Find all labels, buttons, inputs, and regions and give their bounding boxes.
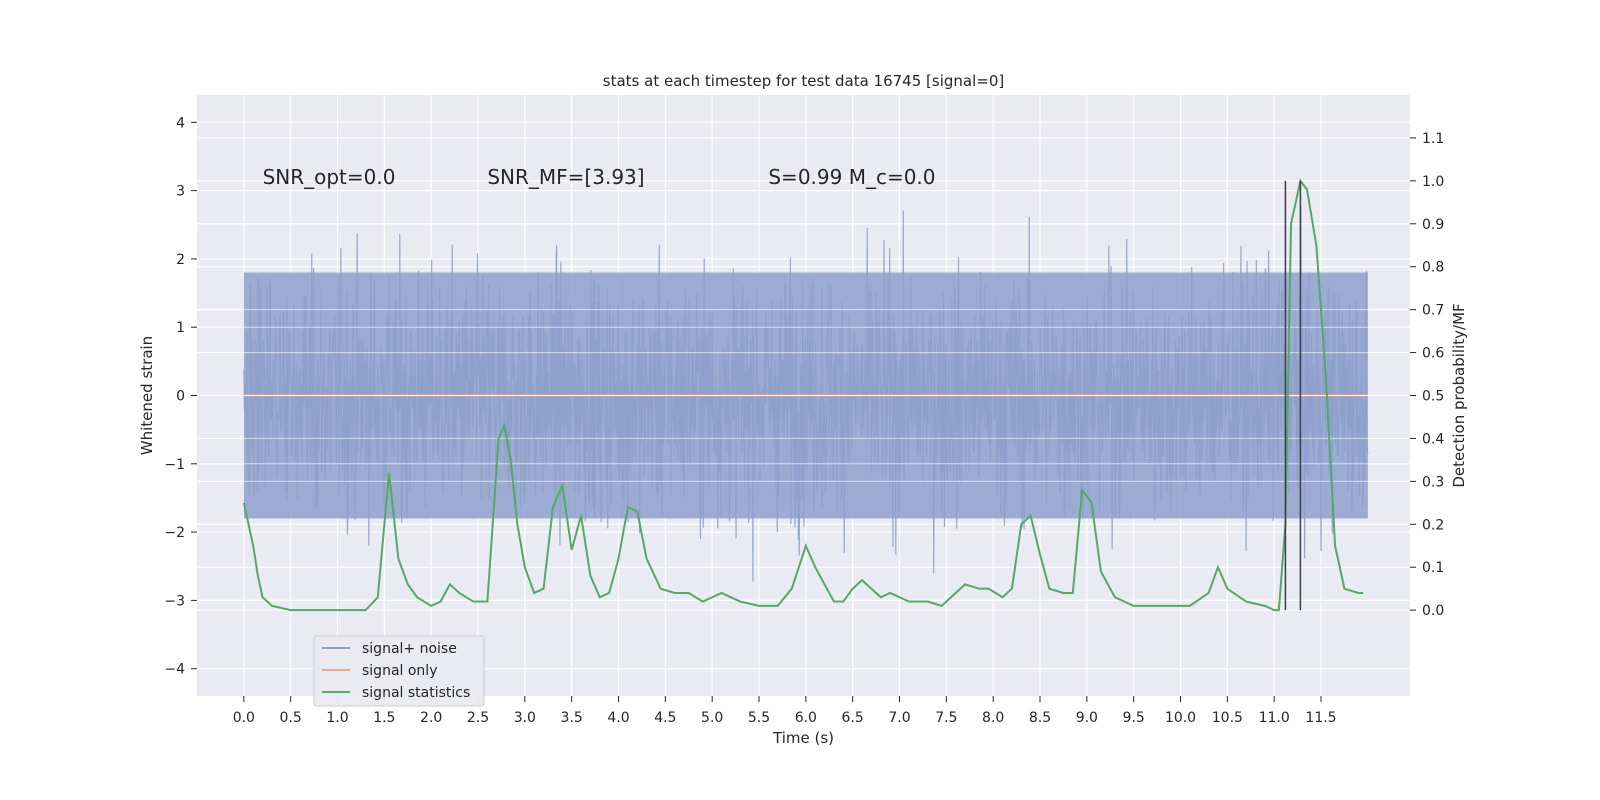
- x-tick-label-18: 9.0: [1076, 710, 1098, 726]
- x-tick-label-2: 1.0: [326, 710, 348, 726]
- y2-tick-label-6: 0.6: [1422, 346, 1444, 362]
- legend: signal+ noise signal only signal statistic…: [313, 635, 485, 707]
- x-tick-label-16: 8.0: [982, 710, 1004, 726]
- y-tick-label-0: −4: [164, 662, 185, 678]
- x-axis-label: Time (s): [772, 729, 834, 747]
- y2-tick-label-11: 1.1: [1422, 131, 1444, 147]
- x-tick-label-15: 7.5: [935, 710, 957, 726]
- x-tick-label-23: 11.5: [1305, 710, 1336, 726]
- x-tick-label-8: 4.0: [607, 710, 629, 726]
- y-tick-label-6: 2: [176, 252, 185, 268]
- series-signal-statistics: [242, 178, 1364, 612]
- x-axis-ticks: 0.0 0.5 1.0 1.5 2.0 2.5 3.0 3.5 4.0 4.5 5.0 5.5 6.0 6…: [233, 696, 1337, 726]
- y2-tick-label-7: 0.7: [1422, 303, 1444, 319]
- y2-tick-label-4: 0.4: [1422, 431, 1444, 447]
- x-tick-label-13: 6.5: [842, 710, 864, 726]
- annotation-0: SNR_opt=0.0: [263, 165, 396, 189]
- y-tick-label-8: 4: [176, 115, 185, 131]
- annotation-1: SNR_MF=[3.93]: [487, 165, 644, 189]
- chart-title: stats at each timestep for test data 167…: [603, 72, 1004, 90]
- x-tick-label-22: 11.0: [1259, 710, 1290, 726]
- y2-tick-label-9: 0.9: [1422, 217, 1444, 233]
- x-tick-label-10: 5.0: [701, 710, 723, 726]
- y-tick-label-2: −2: [164, 525, 185, 541]
- y-tick-label-4: 0: [176, 389, 185, 405]
- legend-label-1: signal only: [362, 663, 437, 679]
- series-signal-only: [243, 309, 1368, 482]
- y2-tick-label-0: 0.0: [1422, 603, 1444, 619]
- x-tick-label-14: 7.0: [888, 710, 910, 726]
- x-tick-label-3: 1.5: [373, 710, 395, 726]
- vertical-markers: [1284, 180, 1302, 611]
- x-tick-label-7: 3.5: [561, 710, 583, 726]
- y2-tick-label-5: 0.5: [1422, 389, 1444, 405]
- x-tick-label-1: 0.5: [280, 710, 302, 726]
- x-tick-label-5: 2.5: [467, 710, 489, 726]
- signal-statistics-line: [242, 178, 1364, 612]
- x-tick-label-0: 0.0: [233, 710, 255, 726]
- y2-tick-label-10: 1.0: [1422, 174, 1444, 190]
- legend-box: [313, 635, 485, 707]
- y-tick-label-3: −1: [164, 457, 185, 473]
- y2-tick-label-3: 0.3: [1422, 474, 1444, 490]
- x-tick-label-11: 5.5: [748, 710, 770, 726]
- x-tick-label-20: 10.0: [1165, 710, 1196, 726]
- x-tick-label-9: 4.5: [654, 710, 676, 726]
- x-tick-label-6: 3.0: [514, 710, 536, 726]
- y-axis-label: Whitened strain: [138, 336, 156, 455]
- y2-tick-label-8: 0.8: [1422, 260, 1444, 276]
- y-tick-label-7: 3: [176, 184, 185, 200]
- y2-axis-label: Detection probability/MF: [1450, 303, 1468, 487]
- x-tick-label-4: 2.0: [420, 710, 442, 726]
- x-tick-label-17: 8.5: [1029, 710, 1051, 726]
- y-tick-label-1: −3: [164, 593, 185, 609]
- x-tick-label-21: 10.5: [1212, 710, 1243, 726]
- y-tick-label-5: 1: [176, 320, 185, 336]
- y2-axis-ticks: 0.0 0.1 0.2 0.3 0.4 0.5 0.6 0.7 0.8 0.9 1.0 1.1: [1410, 131, 1444, 619]
- x-tick-label-19: 9.5: [1123, 710, 1145, 726]
- annotations: SNR_opt=0.0 SNR_MF=[3.93] S=0.99 M_c=0.0: [263, 165, 936, 189]
- y2-tick-label-2: 0.2: [1422, 517, 1444, 533]
- x-tick-label-12: 6.0: [795, 710, 817, 726]
- legend-label-2: signal statistics: [362, 685, 470, 701]
- annotation-2: S=0.99 M_c=0.0: [768, 165, 935, 189]
- legend-label-0: signal+ noise: [362, 641, 457, 657]
- y2-tick-label-1: 0.1: [1422, 560, 1444, 576]
- y-axis-ticks: −4 −3 −2 −1 0 1 2 3 4: [164, 115, 197, 678]
